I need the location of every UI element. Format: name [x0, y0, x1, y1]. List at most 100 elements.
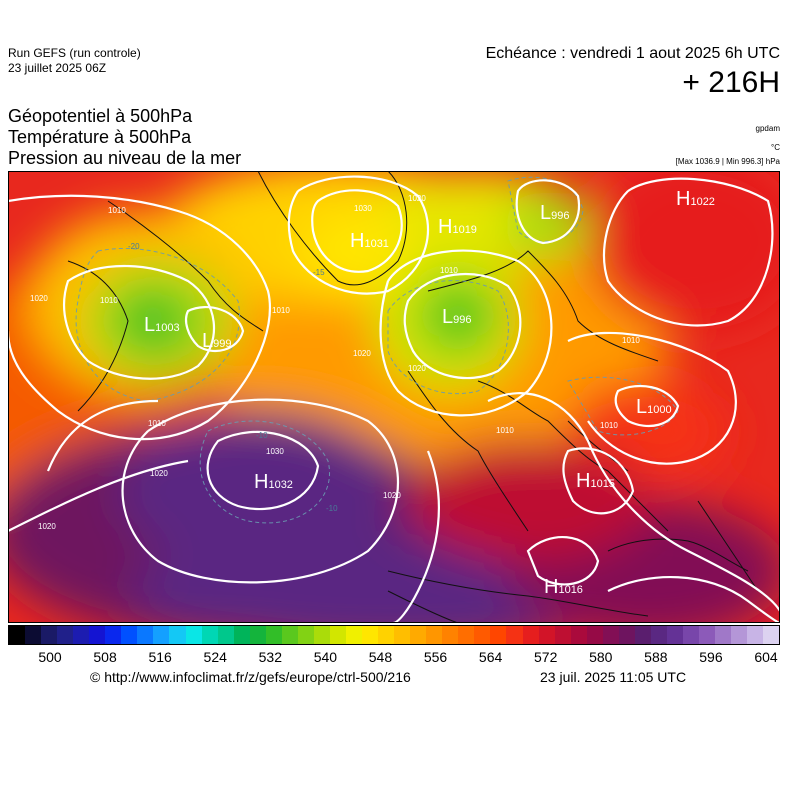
isotherm-label: -10 — [256, 431, 268, 440]
colorbar-cell — [570, 626, 587, 644]
pressure-center-h1019: H1019 — [438, 216, 477, 238]
unit-pressure-range: [Max 1036.9 | Min 996.3] hPa — [675, 157, 780, 166]
colorbar-tick-label: 556 — [423, 649, 448, 665]
colorbar-cell — [362, 626, 379, 644]
isobar-label: 1020 — [38, 522, 56, 531]
colorbar-cell — [185, 626, 202, 644]
run-date: 23 juillet 2025 06Z — [8, 61, 107, 75]
isobar-label: 1010 — [108, 206, 126, 215]
colorbar-cell — [442, 626, 459, 644]
colorbar-cell — [474, 626, 491, 644]
pressure-center-l1000: L1000 — [636, 396, 672, 418]
isobar-label: 1030 — [266, 447, 284, 456]
colorbar-cell — [410, 626, 427, 644]
pressure-center-h1015: H1015 — [576, 470, 615, 492]
colorbar-cell — [345, 626, 363, 644]
colorbar-tick-label: 588 — [644, 649, 668, 665]
colorbar-cell — [201, 626, 218, 644]
colorbar-cell — [602, 626, 619, 644]
isobar-label: 1020 — [408, 364, 426, 373]
colorbar-cell — [699, 626, 716, 644]
colorbar-tick-label: 540 — [313, 649, 338, 665]
forecast-valid-time: Echéance : vendredi 1 aout 2025 6h UTC — [485, 45, 780, 62]
pressure-center-l1003: L1003 — [144, 314, 180, 336]
colorbar-cell — [153, 626, 170, 644]
colorbar-cell — [313, 626, 330, 644]
isobar-label: 1010 — [100, 296, 118, 305]
isobar-label: 1020 — [408, 194, 426, 203]
isotherm-label: -15 — [313, 268, 325, 277]
colorbar-tick-label: 580 — [589, 649, 613, 665]
unit-temperature: °C — [771, 143, 780, 152]
colorbar-cell — [666, 626, 683, 644]
colorbar-cell — [650, 626, 667, 644]
colorbar-cell — [233, 626, 250, 644]
colorbar-tick-label: 524 — [203, 649, 227, 665]
variable-temperature: Température à 500hPa — [8, 127, 192, 147]
isobar-label: 1010 — [622, 336, 640, 345]
colorbar-cell — [634, 626, 651, 644]
pressure-center-h1032: H1032 — [254, 471, 293, 493]
isobar-label: 1010 — [272, 306, 290, 315]
colorbar-tick-label: 596 — [699, 649, 723, 665]
colorbar-cell — [490, 626, 507, 644]
colorbar-cell — [426, 626, 443, 644]
colorbar-cell — [458, 626, 475, 644]
colorbar-cell — [105, 626, 122, 644]
colorbar-cell — [522, 626, 539, 644]
colorbar-cell — [763, 626, 780, 644]
isobar-label: 1010 — [600, 421, 618, 430]
colorbar-cell — [715, 626, 732, 644]
colorbar-cell — [57, 626, 74, 644]
colorbar-cell — [249, 626, 266, 644]
colorbar-cell — [731, 626, 748, 644]
colorbar-tick-label: 548 — [368, 649, 393, 665]
colorbar-cell — [137, 626, 154, 644]
colorbar-cell — [121, 626, 138, 644]
colorbar-tick-label: 564 — [478, 649, 503, 665]
colorbar-tick-label: 604 — [754, 649, 778, 665]
colorbar-cell — [378, 626, 395, 644]
isobar-label: 1010 — [440, 266, 458, 275]
colorbar-cell — [394, 626, 411, 644]
pressure-center-h1031: H1031 — [350, 230, 389, 252]
isobar-label: 1020 — [30, 294, 48, 303]
colorbar-cell — [281, 626, 298, 644]
generated-timestamp: 23 juil. 2025 11:05 UTC — [540, 669, 687, 685]
isotherm-label: -10 — [326, 504, 338, 513]
isotherm-label: -20 — [128, 242, 140, 251]
weather-map: H1022 L996 H1019 H1031 L1003 L999 L996 L… — [8, 171, 780, 623]
colorbar-cell — [554, 626, 571, 644]
colorbar-cell — [41, 626, 58, 644]
colorbar-cell — [297, 626, 314, 644]
pressure-center-h1016: H1016 — [544, 576, 583, 598]
unit-geopotential: gpdam — [755, 124, 780, 133]
isobar-label: 1010 — [496, 426, 514, 435]
colorbar-tick-labels: 500 508 516 524 532 540 548 556 564 572 580 588 596 6… — [8, 649, 780, 667]
source-url: © http://www.infoclimat.fr/z/gefs/europe… — [90, 669, 411, 685]
colorbar-tick-label: 500 — [38, 649, 62, 665]
pressure-center-h1022: H1022 — [676, 188, 715, 210]
variable-geopotential: Géopotentiel à 500hPa — [8, 106, 193, 126]
colorbar-cell — [217, 626, 234, 644]
isobar-label: 1020 — [383, 491, 401, 500]
pressure-center-l996-north: L996 — [540, 202, 569, 224]
colorbar-cell — [329, 626, 346, 644]
colorbar-cell — [618, 626, 635, 644]
colorbar-cell — [89, 626, 106, 644]
colorbar-cell — [586, 626, 603, 644]
isobar-label: 1010 — [148, 419, 166, 428]
colorbar — [8, 625, 780, 645]
pressure-center-l996-scandinavia: L996 — [442, 306, 471, 328]
run-title: Run GEFS (run controle) — [8, 46, 141, 60]
isobar-label: 1030 — [354, 204, 372, 213]
colorbar-cell — [538, 626, 555, 644]
colorbar-cell — [169, 626, 186, 644]
colorbar-tick-label: 516 — [148, 649, 172, 665]
colorbar-tick-label: 572 — [534, 649, 558, 665]
colorbar-cell — [747, 626, 764, 644]
colorbar-cell — [73, 626, 90, 644]
isobar-label: 1020 — [150, 469, 168, 478]
pressure-center-l999: L999 — [202, 330, 231, 352]
colorbar-cell — [9, 626, 26, 644]
